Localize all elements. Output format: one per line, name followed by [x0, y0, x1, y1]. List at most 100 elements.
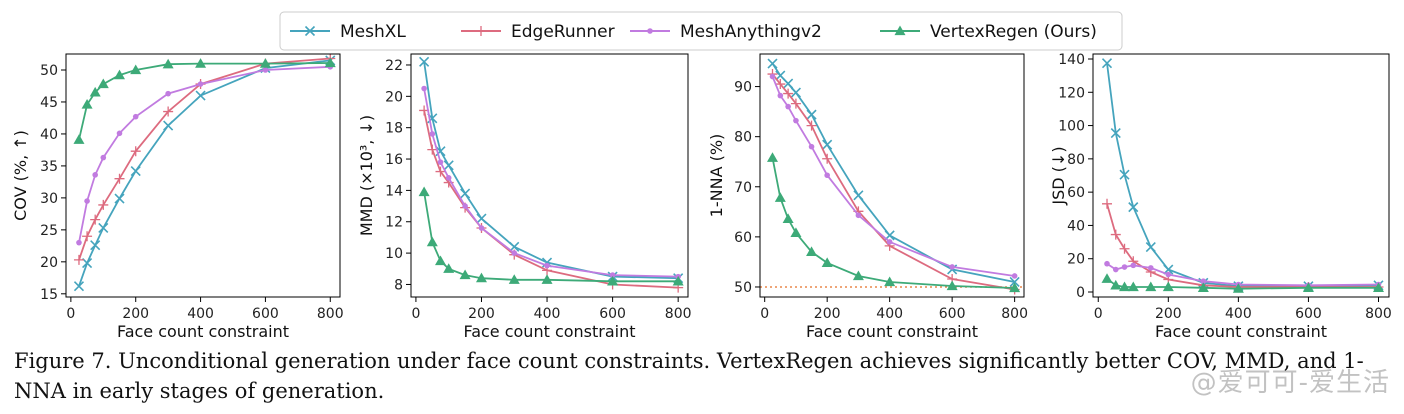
x-tick-label: 400: [534, 306, 561, 322]
plot-frame: [65, 53, 341, 298]
data-point: [785, 103, 791, 110]
y-tick-label: 60: [734, 230, 752, 246]
y-tick-label: 8: [394, 277, 403, 293]
y-tick-label: 60: [1067, 185, 1085, 201]
y-tick-label: 12: [385, 215, 403, 231]
series-line: [423, 191, 679, 283]
series-edgerunner: [1102, 198, 1384, 293]
y-tick-label: 0: [1076, 285, 1085, 301]
series-meshxl: [767, 58, 1020, 288]
data-point: [853, 190, 864, 201]
data-point: [1232, 283, 1244, 293]
data-point: [541, 274, 553, 284]
legend-label: MeshXL: [340, 22, 406, 42]
x-tick-label: 0: [66, 306, 75, 322]
series-line: [423, 88, 679, 278]
data-point: [162, 58, 174, 69]
x-tick-label: 200: [468, 306, 495, 322]
series-line: [771, 76, 1015, 277]
series-line: [1106, 262, 1379, 287]
legend-label: MeshAnythingv2: [680, 22, 822, 42]
chart-panel-2: 0 200 400 600 800 8 10 12 14 16 18 20 22 Face count c…: [357, 53, 692, 340]
y-tick-label: 10: [385, 246, 403, 262]
legend-entry-meshanythingv2: MeshAnythingv2: [630, 22, 822, 42]
series-vertexregen-ours: [766, 152, 1021, 293]
data-point: [163, 120, 174, 131]
data-point: [478, 225, 485, 231]
data-point: [90, 214, 101, 225]
x-tick-label: 600: [252, 306, 279, 322]
chart-panel-4: 0 200 400 600 800 0 20 40 60 80 100 120 140 Face coun…: [1049, 52, 1392, 340]
data-point: [1102, 198, 1113, 209]
data-point: [511, 250, 518, 256]
series-meshanythingv2: [1104, 260, 1382, 289]
data-point: [821, 257, 833, 268]
legend-entry-meshxl: MeshXL: [290, 22, 406, 42]
data-point: [1110, 229, 1121, 240]
series-edgerunner: [419, 105, 684, 293]
data-point: [100, 154, 107, 161]
data-point: [1101, 273, 1113, 283]
data-point: [443, 160, 454, 171]
data-point: [418, 186, 430, 197]
y-tick-label: 15: [40, 287, 58, 303]
series-vertexregen-ours: [73, 57, 336, 144]
x-tick-label: 600: [1295, 306, 1322, 322]
data-point: [1119, 281, 1131, 292]
series-meshanythingv2: [421, 85, 681, 280]
data-point: [1145, 242, 1156, 253]
series-meshanythingv2: [769, 73, 1018, 279]
data-point: [114, 69, 126, 80]
data-point: [324, 57, 336, 68]
data-point: [774, 192, 786, 202]
series-line: [771, 157, 1015, 289]
y-tick-label: 70: [734, 180, 752, 196]
x-tick-label: 800: [1365, 306, 1392, 322]
data-point: [949, 264, 955, 270]
x-tick-label: 400: [187, 306, 214, 322]
data-point: [806, 120, 817, 131]
data-point: [1147, 265, 1154, 271]
chart-panel-3: 0 200 400 600 800 50 60 70 80 90 Face count constr…: [707, 53, 1028, 340]
y-tick-label: 50: [40, 63, 58, 79]
y-tick-label: 30: [40, 191, 58, 207]
data-point: [1372, 282, 1384, 292]
data-point: [508, 274, 520, 284]
data-point: [130, 165, 141, 177]
data-point: [81, 99, 93, 109]
data-point: [445, 175, 452, 181]
chart-panel-1: 0 200 400 600 800 15 20 25 30 35 40 45 50 Face count …: [11, 53, 344, 340]
data-point: [435, 255, 447, 266]
legend-marker: [304, 25, 316, 37]
data-point: [421, 85, 427, 92]
legend-marker: [647, 28, 653, 34]
series-line: [423, 110, 679, 289]
series-line: [78, 59, 331, 287]
data-point: [132, 113, 139, 120]
y-tick-label: 40: [1067, 218, 1085, 234]
series-vertexregen-ours: [1101, 273, 1384, 293]
data-point: [1110, 279, 1122, 290]
data-point: [429, 131, 436, 137]
data-point: [766, 152, 778, 162]
series-vertexregen-ours: [418, 186, 684, 286]
x-axis-label: Face count constraint: [1155, 322, 1327, 340]
x-tick-label: 600: [939, 306, 966, 322]
y-tick-label: 14: [385, 183, 403, 199]
data-point: [1162, 281, 1174, 292]
x-tick-label: 200: [814, 306, 841, 322]
data-point: [1119, 169, 1130, 180]
series-line: [78, 65, 331, 243]
legend-label: VertexRegen (Ours): [930, 22, 1097, 42]
data-point: [852, 270, 864, 281]
data-point: [1011, 273, 1018, 279]
data-point: [607, 275, 619, 286]
y-axis-label: COV (%, ↑): [11, 130, 30, 221]
data-point: [1009, 282, 1021, 293]
x-tick-label: 800: [1001, 306, 1028, 322]
data-point: [783, 88, 794, 99]
data-point: [1128, 202, 1139, 213]
y-axis-label: JSD (↓): [1049, 146, 1068, 205]
data-point: [73, 254, 84, 265]
series-edgerunner: [767, 69, 1020, 295]
